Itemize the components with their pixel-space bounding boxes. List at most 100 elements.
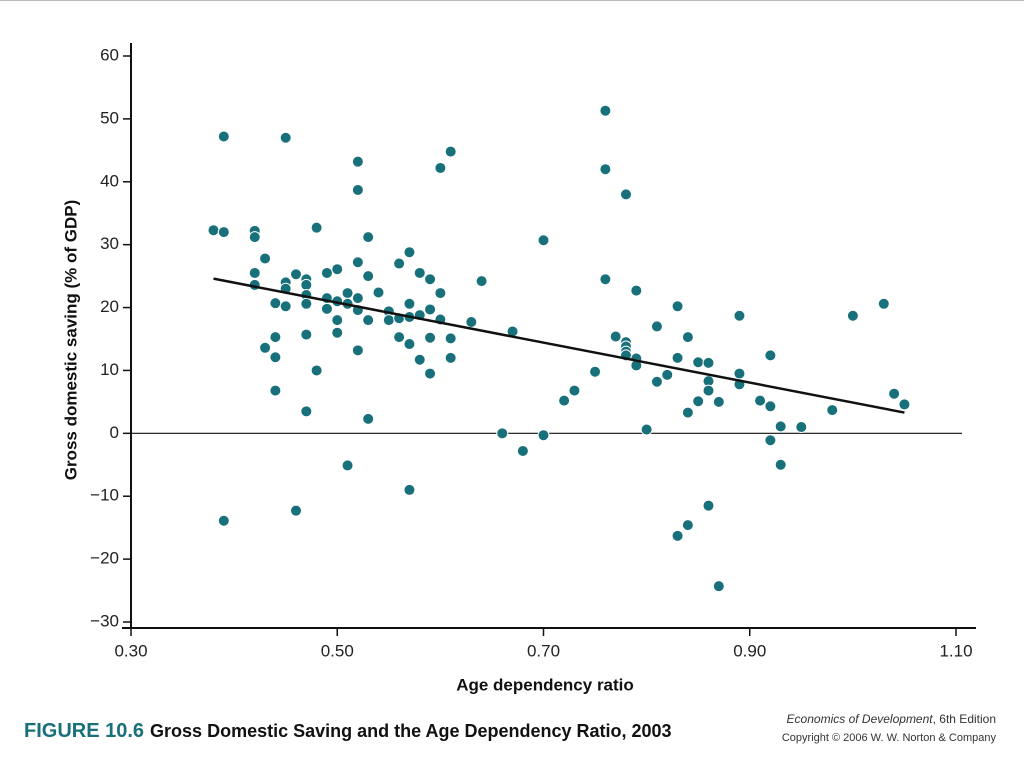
point bbox=[630, 284, 643, 297]
point bbox=[712, 580, 725, 593]
point bbox=[764, 400, 777, 413]
y-tick-label: 40 bbox=[100, 171, 119, 190]
point bbox=[259, 252, 272, 265]
point bbox=[826, 404, 839, 417]
point bbox=[351, 256, 364, 269]
point bbox=[413, 353, 426, 366]
y-tick-label: 50 bbox=[100, 108, 119, 127]
point bbox=[362, 231, 375, 244]
y-tick-label: 0 bbox=[110, 423, 119, 442]
point bbox=[393, 331, 406, 344]
point bbox=[434, 161, 447, 174]
point bbox=[434, 287, 447, 300]
point bbox=[331, 314, 344, 327]
point bbox=[351, 155, 364, 168]
point bbox=[599, 104, 612, 117]
point bbox=[424, 367, 437, 380]
point bbox=[609, 330, 622, 343]
point bbox=[888, 387, 901, 400]
point bbox=[320, 266, 333, 279]
point bbox=[331, 326, 344, 339]
credit-book: Economics of Development bbox=[787, 712, 934, 726]
point bbox=[310, 364, 323, 377]
point bbox=[764, 349, 777, 362]
point bbox=[207, 224, 220, 237]
point bbox=[671, 300, 684, 313]
point bbox=[702, 384, 715, 397]
point bbox=[795, 421, 808, 434]
point bbox=[351, 183, 364, 196]
point bbox=[774, 458, 787, 471]
x-tick-label: 1.10 bbox=[939, 641, 972, 660]
point bbox=[217, 130, 230, 143]
point bbox=[898, 398, 911, 411]
point bbox=[341, 459, 354, 472]
point bbox=[248, 266, 261, 279]
point bbox=[372, 286, 385, 299]
point bbox=[589, 365, 602, 378]
point bbox=[217, 226, 230, 239]
point bbox=[496, 427, 509, 440]
title: Gross Domestic Saving and the Age Depend… bbox=[150, 721, 672, 741]
point bbox=[774, 420, 787, 433]
point bbox=[403, 246, 416, 259]
y-tick-label: 10 bbox=[100, 360, 119, 379]
point bbox=[558, 394, 571, 407]
point bbox=[733, 309, 746, 322]
point bbox=[877, 297, 890, 310]
point bbox=[310, 221, 323, 234]
credit-edition: , 6th Edition bbox=[933, 712, 996, 726]
point bbox=[537, 429, 550, 442]
point bbox=[661, 368, 674, 381]
point bbox=[444, 351, 457, 364]
figure-label: FIGURE 10.6 bbox=[24, 720, 144, 742]
point bbox=[640, 423, 653, 436]
point bbox=[444, 332, 457, 345]
point bbox=[351, 292, 364, 305]
point bbox=[320, 302, 333, 315]
point bbox=[702, 356, 715, 369]
point bbox=[516, 444, 529, 457]
point bbox=[671, 529, 684, 542]
y-tick-label: −10 bbox=[90, 486, 119, 505]
point bbox=[846, 309, 859, 322]
point bbox=[290, 268, 302, 281]
point bbox=[650, 375, 663, 388]
point bbox=[300, 278, 313, 291]
point bbox=[259, 341, 272, 354]
point bbox=[217, 514, 230, 527]
point bbox=[671, 351, 684, 364]
credit-line: Economics of Development, 6th Edition bbox=[787, 712, 996, 726]
x-tick-label: 0.90 bbox=[733, 641, 766, 660]
point bbox=[681, 519, 694, 532]
point bbox=[599, 163, 612, 176]
y-tick-label: 60 bbox=[100, 45, 119, 64]
point bbox=[620, 188, 632, 201]
point bbox=[279, 300, 292, 313]
point bbox=[764, 434, 777, 447]
point bbox=[712, 395, 725, 408]
point bbox=[362, 270, 375, 283]
point bbox=[754, 394, 767, 407]
point bbox=[269, 297, 282, 310]
x-tick-label: 0.70 bbox=[527, 641, 560, 660]
point bbox=[413, 266, 426, 279]
point bbox=[424, 303, 437, 316]
point bbox=[692, 395, 705, 408]
point bbox=[681, 331, 694, 344]
point bbox=[331, 263, 344, 276]
point bbox=[403, 338, 416, 351]
point bbox=[300, 405, 313, 418]
y-tick-label: 20 bbox=[100, 297, 119, 316]
figure-title: FIGURE 10.6 Gross Domestic Saving and the… bbox=[24, 720, 672, 742]
y-tick-label: −20 bbox=[90, 549, 119, 568]
point bbox=[537, 234, 550, 247]
point bbox=[424, 331, 437, 344]
x-tick-label: 0.30 bbox=[114, 641, 147, 660]
x-axis-label: Age dependency ratio bbox=[456, 675, 634, 694]
y-tick-label: −30 bbox=[90, 611, 119, 630]
point bbox=[279, 131, 292, 144]
point bbox=[362, 412, 375, 425]
trend-line bbox=[213, 277, 905, 414]
